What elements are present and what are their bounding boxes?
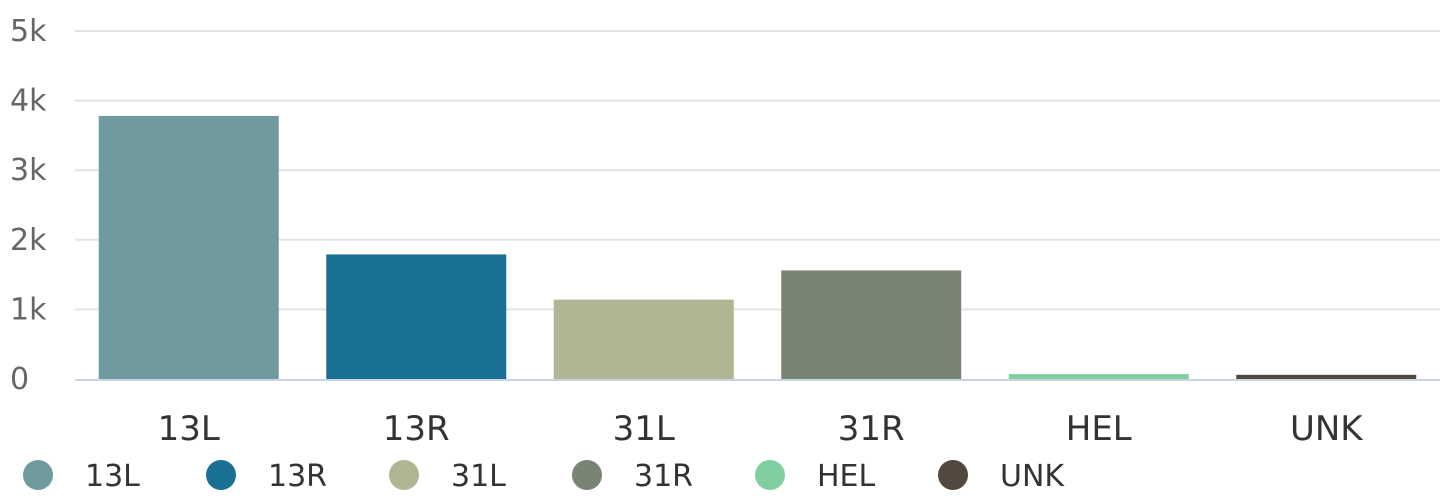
y-tick-label-5k: 5k (10, 14, 47, 49)
legend-swatch-13l (23, 460, 53, 490)
x-tick-label-31r: 31R (838, 409, 905, 449)
legend-item-31r[interactable]: 31R (572, 459, 693, 494)
gridlines (75, 30, 1440, 311)
bars (98, 115, 1417, 380)
legend-swatch-13r (206, 460, 236, 490)
legend-swatch-unk (938, 460, 968, 490)
x-tick-label-unk: UNK (1290, 409, 1364, 449)
legend-label-unk: UNK (1000, 459, 1065, 494)
legend-swatch-31r (572, 460, 602, 490)
legend-label-13l: 13L (85, 459, 140, 494)
y-tick-label-3k: 3k (10, 153, 47, 188)
bar-hel (1008, 374, 1189, 379)
bar-13r (326, 254, 507, 379)
bar-31r (781, 270, 962, 379)
legend-label-hel: HEL (817, 459, 876, 494)
x-axis-tick-labels: 13L 13R 31L 31R HEL UNK (158, 409, 1365, 449)
y-axis-tick-labels: 0 1k 2k 3k 4k 5k (10, 14, 47, 397)
x-tick-label-31l: 31L (613, 409, 675, 449)
legend-item-31l[interactable]: 31L (389, 459, 506, 494)
x-tick-label-hel: HEL (1066, 409, 1132, 449)
y-tick-label-1k: 1k (10, 292, 47, 327)
legend-label-31l: 31L (451, 459, 506, 494)
legend-swatch-hel (755, 460, 785, 490)
legend-label-31r: 31R (634, 459, 693, 494)
bar-unk (1236, 374, 1417, 379)
y-tick-label-0: 0 (10, 362, 29, 397)
bar-13l (98, 115, 279, 380)
y-tick-label-4k: 4k (10, 84, 47, 119)
legend-item-13r[interactable]: 13R (206, 459, 327, 494)
x-tick-label-13l: 13L (158, 409, 220, 449)
legend-item-hel[interactable]: HEL (755, 459, 876, 494)
x-tick-label-13r: 13R (383, 409, 450, 449)
legend-item-13l[interactable]: 13L (23, 459, 140, 494)
legend-swatch-31l (389, 460, 419, 490)
legend: 13L 13R 31L 31R HEL UNK (23, 459, 1065, 494)
legend-item-unk[interactable]: UNK (938, 459, 1065, 494)
y-tick-label-2k: 2k (10, 223, 47, 258)
bar-31l (553, 299, 734, 379)
legend-label-13r: 13R (268, 459, 327, 494)
